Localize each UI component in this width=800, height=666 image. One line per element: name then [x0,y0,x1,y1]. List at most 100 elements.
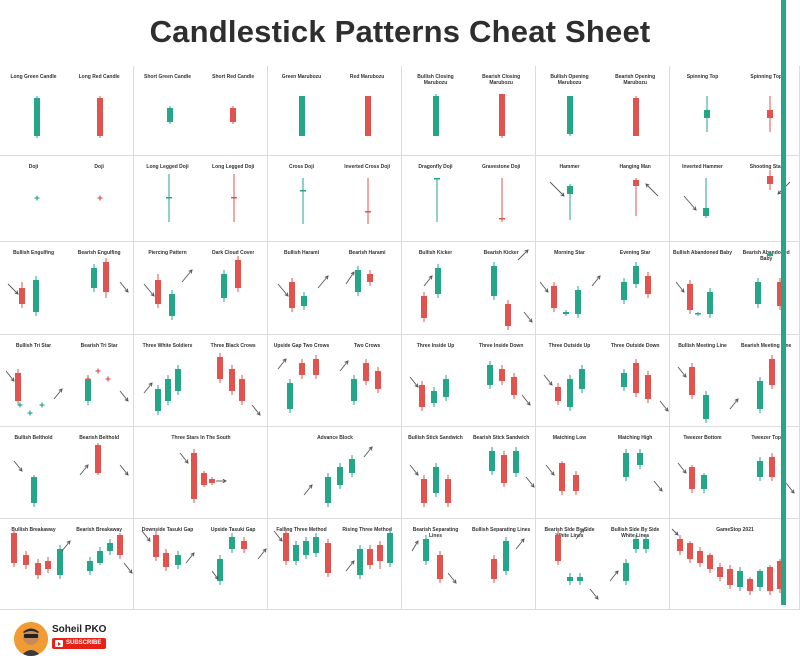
doji-star [97,195,103,201]
pattern-label: Spinning Top [686,74,719,80]
pattern-label: Three Inside Down [478,343,524,349]
candle [633,262,639,288]
candle [169,290,175,320]
candle [567,375,573,411]
trend-arrow [543,374,553,386]
candle [95,443,101,475]
candle [701,473,707,493]
trend-arrow [317,275,329,289]
subscribe-button[interactable]: SUBSCRIBE [52,638,106,649]
trend-arrow [5,370,15,382]
candle [704,96,710,132]
pattern-cell: Bullish Closing Marubozu Bearish Closing … [402,66,536,156]
candle [633,535,639,553]
trend-arrow [251,404,261,416]
candle [15,369,21,405]
author-name: Soheil PKO [52,624,107,635]
pattern-illustration [13,443,129,507]
candle [563,310,569,316]
trend-arrow [143,382,153,394]
pattern-cell: Green Marubozu Red Marubozu [268,66,402,156]
pattern-illustration [539,262,651,318]
trend-arrow [677,462,687,474]
pattern-illustration [141,530,267,585]
pattern-label: Long Red Candle [78,74,120,80]
pattern-label: Bullish Abandoned Baby [673,250,732,256]
trend-arrow [517,249,529,261]
candle [91,264,97,292]
pattern-illustration [34,96,103,138]
trend-arrow [653,480,663,492]
pattern-illustration [143,256,241,320]
pattern-label: Bearish Abandoned Baby [742,250,790,262]
candle [349,455,355,477]
candle [419,381,425,411]
candle [435,264,441,298]
pattern-label: Bearish Kicker [483,250,519,256]
candle [577,573,583,585]
pattern-cell: Matching Low Matching High [536,427,670,519]
candle [97,547,103,565]
candle [31,475,37,507]
candle [747,577,753,595]
candle [103,258,109,298]
candle [445,475,451,507]
pattern-illustration [543,359,669,412]
trend-arrow [181,269,193,283]
pattern-label: Rising Three Method [342,527,392,533]
candle [155,274,161,308]
pattern-cell: Dragonfly Doji Gravestone Doji [402,156,536,242]
pattern-illustration [683,170,791,218]
pattern-illustration [549,178,659,220]
candle [313,533,319,557]
pattern-label: Bullish Opening Marubozu [550,74,589,86]
page-title: Candlestick Patterns Cheat Sheet [149,14,651,49]
pattern-cell: Advance Block [268,427,402,519]
trend-arrow [143,283,155,297]
trend-arrow [7,283,19,295]
pattern-cell: Bullish Abandoned Baby Bearish Abandoned … [670,242,800,335]
pattern-cell: Bullish Stick Sandwich Bearish Stick Sand… [402,427,536,519]
candle [623,449,629,481]
pattern-label: Long Legged Doji [212,164,255,170]
candle [97,96,103,138]
candle [217,353,223,383]
candle [737,567,743,591]
candle [155,385,161,415]
doji-star [85,376,91,382]
candle [637,449,643,469]
candle [767,565,773,595]
pattern-cell: Three Stars In The South [134,427,268,519]
pattern-label: Bullish Side By Side White Lines [610,527,660,539]
candle [367,545,373,569]
trend-arrow [119,281,129,293]
pattern-label: Red Marubozu [349,74,385,80]
candle [235,256,241,292]
pattern-illustration [5,368,129,416]
doji-star [34,195,40,201]
trend-arrow [523,311,533,323]
pattern-illustration [273,529,393,579]
pattern-label: Shooting Star [749,164,783,170]
pattern-label: Upside Tasuki Gap [210,527,256,533]
candle [689,465,695,493]
pattern-illustration [555,528,649,600]
pattern-illustration [545,449,663,495]
candle [559,461,565,495]
pattern-label: Spinning Top [750,74,782,80]
pattern-label: Long Green Candle [10,74,57,80]
candle [687,280,693,314]
candle [283,529,289,565]
pattern-illustration [11,529,133,579]
pattern-label: Bearish Separating Lines [412,527,459,539]
doji-star [27,410,33,416]
candle [757,377,763,413]
candle [555,383,561,405]
candle [355,266,361,296]
candle [325,539,331,577]
pattern-cell: Three Inside Up Three Inside Down [402,335,536,427]
pattern-label: Short Green Candle [144,74,191,80]
candle [551,282,557,312]
pattern-label: Bearish Opening Marubozu [615,74,656,86]
candle [567,573,573,585]
